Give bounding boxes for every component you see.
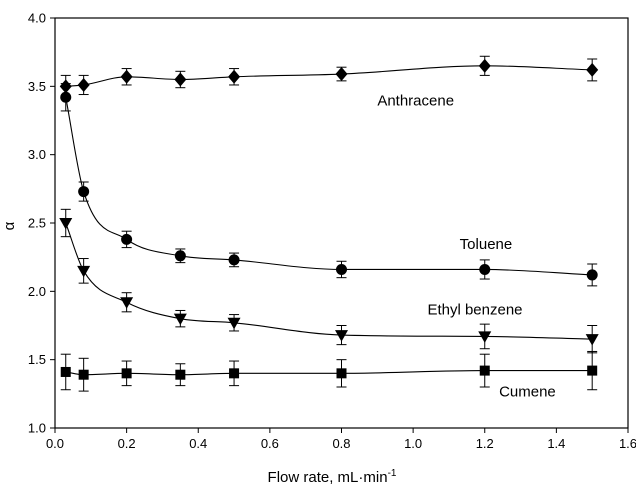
x-tick-label: 1.6 bbox=[619, 436, 636, 451]
series-ethyl-benzene bbox=[59, 208, 599, 354]
data-point-cumene bbox=[78, 369, 89, 380]
y-tick-label: 2.0 bbox=[28, 284, 46, 299]
data-point-cumene bbox=[175, 369, 186, 380]
data-point-cumene bbox=[60, 366, 71, 377]
series-line-ethyl-benzene bbox=[65, 222, 593, 340]
data-point-toluene bbox=[479, 263, 491, 275]
x-axis-title: Flow rate, mL·min-1 bbox=[268, 468, 397, 486]
x-tick-label: 0.4 bbox=[189, 436, 207, 451]
series-label-toluene: Toluene bbox=[460, 236, 513, 253]
x-tick-label: 1.4 bbox=[547, 436, 565, 451]
series-line-anthracene bbox=[65, 65, 593, 87]
y-tick-label: 2.5 bbox=[28, 216, 46, 231]
data-point-cumene bbox=[336, 368, 347, 379]
series-label-cumene: Cumene bbox=[499, 384, 556, 401]
x-tick-label: 0.2 bbox=[118, 436, 136, 451]
data-point-toluene bbox=[336, 263, 347, 275]
data-point-toluene bbox=[174, 250, 186, 262]
data-point-ethyl-benzene bbox=[585, 334, 599, 346]
data-point-cumene bbox=[121, 368, 132, 379]
x-tick-label: 0.8 bbox=[332, 436, 350, 451]
data-point-anthracene bbox=[77, 77, 90, 92]
y-axis-title: α bbox=[1, 221, 18, 230]
data-point-ethyl-benzene bbox=[227, 317, 241, 330]
data-point-toluene bbox=[60, 91, 72, 103]
data-point-anthracene bbox=[586, 62, 599, 77]
y-tick-label: 4.0 bbox=[28, 11, 46, 26]
series-line-cumene bbox=[65, 370, 593, 376]
x-tick-label: 0.6 bbox=[261, 436, 279, 451]
data-point-cumene bbox=[229, 368, 240, 379]
data-point-cumene bbox=[479, 365, 490, 376]
data-point-ethyl-benzene bbox=[478, 331, 492, 343]
data-point-cumene bbox=[587, 365, 598, 376]
series-cumene bbox=[60, 350, 598, 392]
series-labels: Anthracene Toluene Ethyl benzene Cumene bbox=[377, 92, 555, 400]
series-label-anthracene: Anthracene bbox=[377, 92, 454, 109]
data-point-toluene bbox=[121, 233, 133, 245]
data-point-toluene bbox=[228, 254, 240, 266]
data-point-anthracene bbox=[120, 69, 133, 84]
data-point-ethyl-benzene bbox=[335, 330, 348, 342]
series-toluene bbox=[60, 83, 598, 287]
x-tick-label: 1.0 bbox=[404, 436, 422, 451]
x-axis: 0.0 0.2 0.4 0.6 0.8 1.0 1.2 1.4 1.6 bbox=[46, 428, 636, 451]
series-layer bbox=[59, 55, 599, 392]
data-point-anthracene bbox=[228, 69, 241, 84]
data-point-anthracene bbox=[335, 67, 348, 82]
data-point-ethyl-benzene bbox=[59, 218, 73, 230]
series-label-ethyl-benzene: Ethyl benzene bbox=[427, 302, 522, 319]
data-point-toluene bbox=[586, 269, 598, 281]
y-tick-label: 3.5 bbox=[28, 79, 46, 94]
y-tick-label: 1.0 bbox=[28, 421, 46, 436]
x-axis-title-superscript: -1 bbox=[388, 468, 397, 479]
x-axis-title-main: Flow rate, mL·min bbox=[268, 469, 388, 486]
x-tick-label: 0.0 bbox=[46, 436, 64, 451]
data-point-ethyl-benzene bbox=[120, 297, 134, 309]
series-line-toluene bbox=[65, 97, 593, 276]
y-tick-label: 1.5 bbox=[28, 352, 46, 367]
series-anthracene bbox=[59, 55, 599, 98]
x-tick-label: 1.2 bbox=[476, 436, 494, 451]
data-point-anthracene bbox=[174, 72, 187, 87]
data-point-toluene bbox=[78, 186, 90, 198]
y-axis: 1.0 1.5 2.0 2.5 3.0 3.5 4.0 bbox=[28, 11, 55, 436]
data-point-anthracene bbox=[478, 58, 491, 73]
data-point-ethyl-benzene bbox=[77, 265, 91, 278]
y-tick-label: 3.0 bbox=[28, 147, 46, 162]
data-point-ethyl-benzene bbox=[173, 313, 187, 326]
